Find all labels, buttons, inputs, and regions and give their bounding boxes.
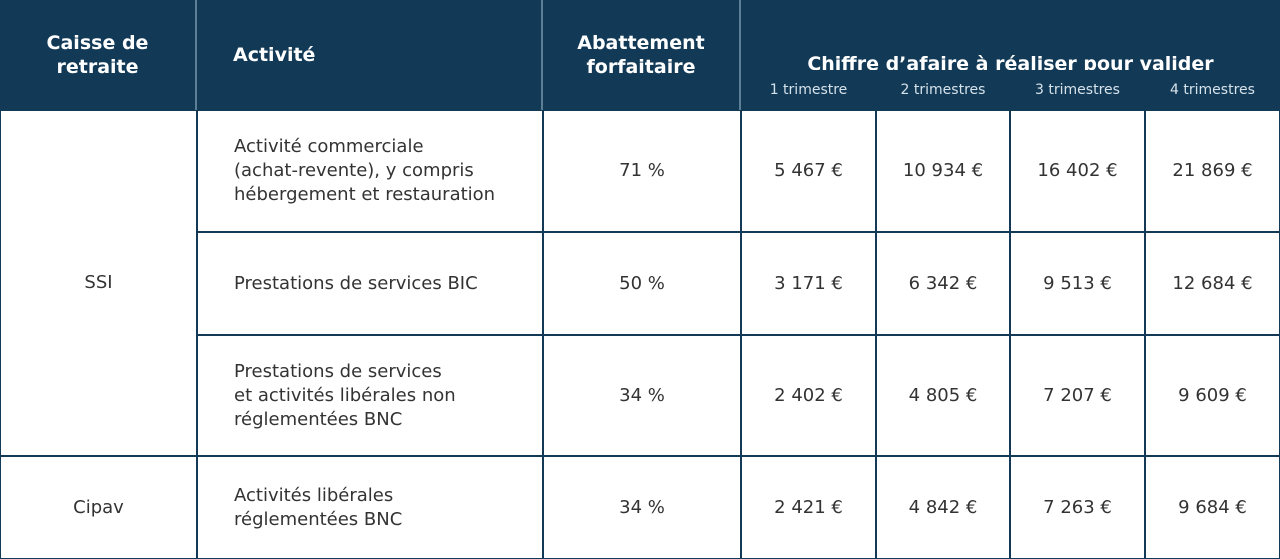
amount-text: 12 684 € bbox=[1172, 272, 1253, 294]
activity-text: réglementées BNC bbox=[234, 408, 403, 430]
fund-cell: SSI bbox=[0, 110, 197, 456]
amount-cell: 16 402 € bbox=[1010, 110, 1145, 232]
amount-cell: 12 684 € bbox=[1145, 232, 1280, 335]
header-cell: Abattement forfaitaire bbox=[543, 0, 741, 110]
subheader-text: 3 trimestres bbox=[1035, 82, 1120, 98]
subheader-cell: 1 trimestre bbox=[741, 70, 876, 110]
activity-cell: Activité commerciale (achat-revente), y c… bbox=[197, 110, 543, 232]
amount-cell: 2 421 € bbox=[741, 456, 876, 559]
allowance-text: 34 % bbox=[619, 496, 665, 518]
amount-text: 9 513 € bbox=[1043, 272, 1112, 294]
header-text: retraite bbox=[56, 56, 139, 78]
amount-cell: 4 842 € bbox=[876, 456, 1010, 559]
activity-cell: Prestations de services et activités libé… bbox=[197, 335, 543, 456]
allowance-cell: 50 % bbox=[543, 232, 741, 335]
amount-cell: 7 207 € bbox=[1010, 335, 1145, 456]
allowance-text: 50 % bbox=[619, 272, 665, 294]
header-text: Chiffre d’afaire à réaliser pour valider bbox=[807, 53, 1214, 75]
subheader-cell: 3 trimestres bbox=[1010, 70, 1145, 110]
activity-text: Prestations de services BIC bbox=[234, 272, 478, 294]
amount-text: 9 609 € bbox=[1178, 384, 1247, 406]
fund-text: Cipav bbox=[73, 496, 124, 518]
amount-text: 4 842 € bbox=[908, 496, 978, 518]
fund-text: SSI bbox=[84, 272, 113, 293]
allowance-cell: 71 % bbox=[543, 110, 741, 232]
activity-text: Activités libérales bbox=[234, 484, 394, 506]
amount-cell: 9 513 € bbox=[1010, 232, 1145, 335]
amount-text: 4 805 € bbox=[908, 384, 978, 406]
amount-cell: 9 609 € bbox=[1145, 335, 1280, 456]
subheader-cell: 2 trimestres bbox=[876, 70, 1010, 110]
amount-text: 7 207 € bbox=[1043, 384, 1112, 406]
header-text: forfaitaire bbox=[586, 56, 696, 78]
amount-text: 2 402 € bbox=[774, 384, 843, 406]
allowance-cell: 34 % bbox=[543, 335, 741, 456]
amount-cell: 9 684 € bbox=[1145, 456, 1280, 559]
activity-text: (achat-revente), y compris bbox=[234, 160, 474, 181]
amount-cell: 4 805 € bbox=[876, 335, 1010, 456]
amount-text: 9 684 € bbox=[1178, 496, 1247, 518]
subheader-text: 4 trimestres bbox=[1170, 82, 1255, 98]
amount-text: 3 171 € bbox=[774, 272, 843, 294]
activity-text: Activité commerciale bbox=[234, 136, 424, 157]
amount-cell: 21 869 € bbox=[1145, 110, 1280, 232]
allowance-text: 34 % bbox=[619, 384, 665, 406]
activity-cell: Prestations de services BIC bbox=[197, 232, 543, 335]
activity-cell: Activités libérales réglementées BNC bbox=[197, 456, 543, 559]
allowance-cell: 34 % bbox=[543, 456, 741, 559]
amount-text: 16 402 € bbox=[1037, 160, 1118, 181]
amount-cell: 3 171 € bbox=[741, 232, 876, 335]
subheader-cell: 4 trimestres bbox=[1145, 70, 1280, 110]
amount-cell: 6 342 € bbox=[876, 232, 1010, 335]
activity-text: hébergement et restauration bbox=[234, 184, 496, 205]
header-cell: Chiffre d’afaire à réaliser pour valider bbox=[741, 0, 1280, 80]
header-cell: Caisse de retraite bbox=[0, 0, 197, 110]
subheader-text: 1 trimestre bbox=[769, 82, 848, 98]
amount-text: 7 263 € bbox=[1043, 496, 1112, 518]
subheader-text: 2 trimestres bbox=[900, 82, 986, 98]
fund-cell: Cipav bbox=[0, 456, 197, 559]
amount-cell: 7 263 € bbox=[1010, 456, 1145, 559]
amount-cell: 2 402 € bbox=[741, 335, 876, 456]
activity-text: Prestations de services bbox=[234, 360, 442, 382]
amount-text: 10 934 € bbox=[902, 160, 984, 181]
header-text: Activité bbox=[233, 44, 316, 66]
amount-text: 5 467 € bbox=[774, 160, 843, 181]
amount-text: 2 421 € bbox=[774, 496, 843, 518]
amount-cell: 10 934 € bbox=[876, 110, 1010, 232]
amount-cell: 5 467 € bbox=[741, 110, 876, 232]
activity-text: et activités libérales non bbox=[234, 384, 456, 406]
header-text: Abattement bbox=[577, 32, 705, 54]
header-text: Caisse de bbox=[46, 32, 149, 54]
amount-text: 6 342 € bbox=[908, 272, 978, 294]
header-cell: Activité bbox=[197, 0, 543, 110]
activity-text: réglementées BNC bbox=[234, 508, 403, 530]
allowance-text: 71 % bbox=[619, 160, 665, 181]
amount-text: 21 869 € bbox=[1172, 160, 1253, 181]
